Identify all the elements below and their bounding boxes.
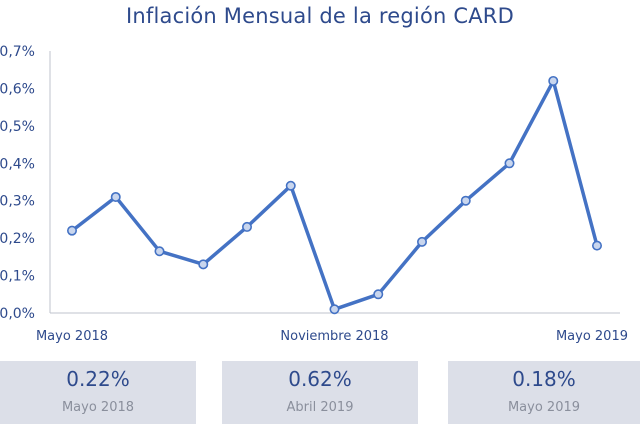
y-tick-labels: 0,0% 0,1% 0,2% 0,3% 0,4% 0,5% 0,6% 0,7% [0,44,35,322]
data-point [416,236,427,247]
kpi-card-1: 0.22% Mayo 2018 [0,361,196,424]
y-tick-label: 0,5% [0,119,35,135]
kpi-card-2: 0.62% Abril 2019 [222,361,418,424]
data-point [591,240,602,251]
y-tick-label: 0,1% [0,269,35,285]
x-tick-labels: Mayo 2018 Noviembre 2018 Mayo 2019 [36,329,628,344]
y-tick-label: 0,0% [0,306,35,322]
data-point [373,289,384,300]
x-tick-label: Mayo 2019 [556,329,628,344]
kpi-card-3: 0.18% Mayo 2019 [448,361,640,424]
data-point [67,225,78,236]
x-tick-label: Mayo 2018 [36,329,108,344]
data-point [285,180,296,191]
data-point [110,191,121,202]
y-tick-label: 0,7% [0,44,35,60]
y-tick-label: 0,2% [0,231,35,247]
data-point [154,246,165,257]
data-point [548,75,559,86]
kpi-value: 0.62% [288,367,352,391]
series-line-group [70,79,599,312]
chart-axes [49,51,620,314]
data-point [242,221,253,232]
kpi-label: Abril 2019 [286,400,354,415]
data-point [504,158,515,169]
kpi-value: 0.18% [512,367,576,391]
x-tick-label: Noviembre 2018 [280,329,388,344]
series-points-group [67,75,602,315]
y-tick-label: 0,3% [0,194,35,210]
data-point [460,195,471,206]
y-tick-label: 0,4% [0,156,35,172]
kpi-label: Mayo 2018 [61,400,135,415]
kpi-label: Mayo 2019 [507,400,581,415]
data-point [198,259,209,270]
y-tick-label: 0,6% [0,81,35,97]
data-point [329,304,340,315]
chart-title: Inflación Mensual de la región CARD [126,4,514,28]
series-line [70,79,599,312]
kpi-value: 0.22% [66,367,130,391]
